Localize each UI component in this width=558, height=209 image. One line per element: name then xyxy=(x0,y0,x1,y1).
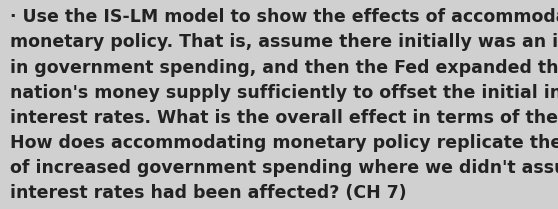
Text: · Use the IS-LM model to show the effects of accommodating: · Use the IS-LM model to show the effect… xyxy=(10,8,558,26)
Text: monetary policy. That is, assume there initially was an increase: monetary policy. That is, assume there i… xyxy=(10,33,558,51)
Text: of increased government spending where we didn't assume that: of increased government spending where w… xyxy=(10,159,558,177)
Text: interest rates had been affected? (CH 7): interest rates had been affected? (CH 7) xyxy=(10,184,407,202)
Text: in government spending, and then the Fed expanded the: in government spending, and then the Fed… xyxy=(10,59,558,76)
Text: How does accommodating monetary policy replicate the results: How does accommodating monetary policy r… xyxy=(10,134,558,152)
Text: nation's money supply sufficiently to offset the initial increase in: nation's money supply sufficiently to of… xyxy=(10,84,558,102)
Text: interest rates. What is the overall effect in terms of the model?: interest rates. What is the overall effe… xyxy=(10,109,558,127)
